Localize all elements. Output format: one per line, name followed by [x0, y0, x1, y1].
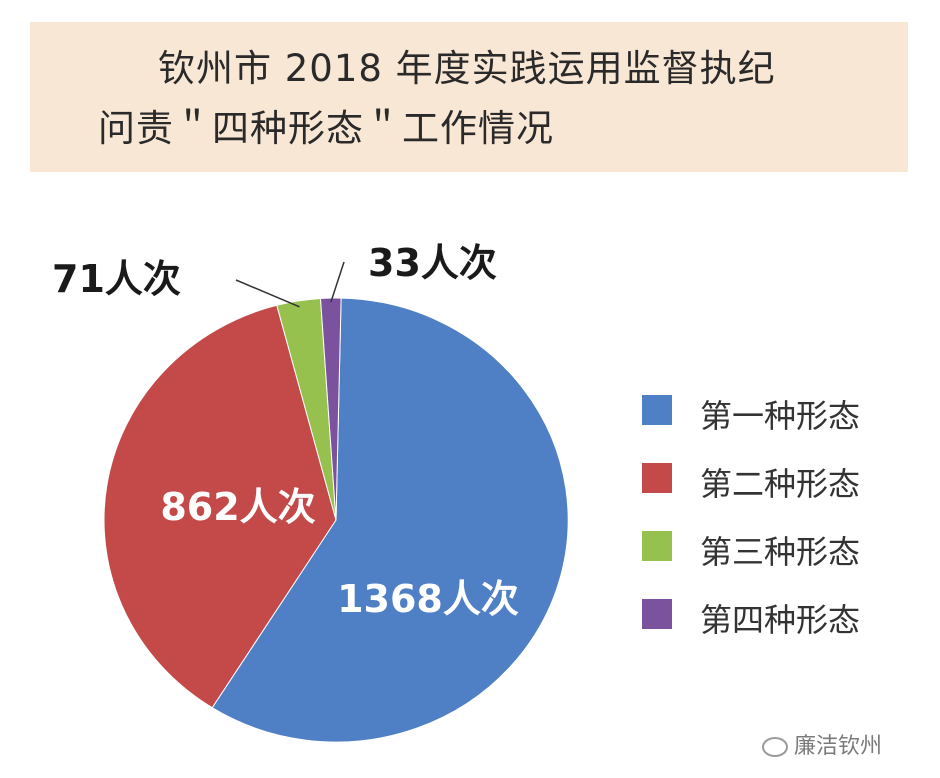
slice-first-form — [211, 297, 569, 743]
chart-title-line-1: 钦州市 2018 年度实践运用监督执纪 — [158, 47, 776, 90]
legend-label-3: 第三种形态 — [700, 533, 861, 571]
data-label-third-form: 71人次 — [52, 257, 181, 301]
legend-swatch-2 — [642, 463, 672, 493]
legend-item-3: 第三种形态 — [642, 529, 902, 571]
wechat-icon — [762, 737, 788, 757]
watermark: 廉洁钦州 — [762, 728, 882, 760]
legend-item-1: 第一种形态 — [642, 393, 902, 435]
legend-item-4: 第四种形态 — [642, 597, 902, 639]
title-banner — [30, 22, 908, 172]
watermark-text: 廉洁钦州 — [794, 734, 883, 759]
legend-swatch-4 — [642, 599, 672, 629]
slice-fourth-form — [319, 297, 342, 521]
slice-second-form — [103, 304, 337, 709]
chart-title-line-2: 问责＂四种形态＂工作情况 — [98, 107, 554, 150]
legend-label-4: 第四种形态 — [700, 601, 861, 639]
legend-label-1: 第一种形态 — [700, 397, 861, 435]
legend-swatch-1 — [642, 395, 672, 425]
leader-line-fourth-form — [330, 261, 345, 303]
legend-item-2: 第二种形态 — [642, 461, 902, 503]
legend-swatch-3 — [642, 531, 672, 561]
data-label-fourth-form: 33人次 — [368, 241, 497, 285]
leader-line-third-form — [235, 279, 300, 308]
legend-label-2: 第二种形态 — [700, 465, 861, 503]
data-label-first-form: 1368人次 — [337, 577, 519, 621]
data-label-second-form: 862人次 — [160, 485, 315, 529]
